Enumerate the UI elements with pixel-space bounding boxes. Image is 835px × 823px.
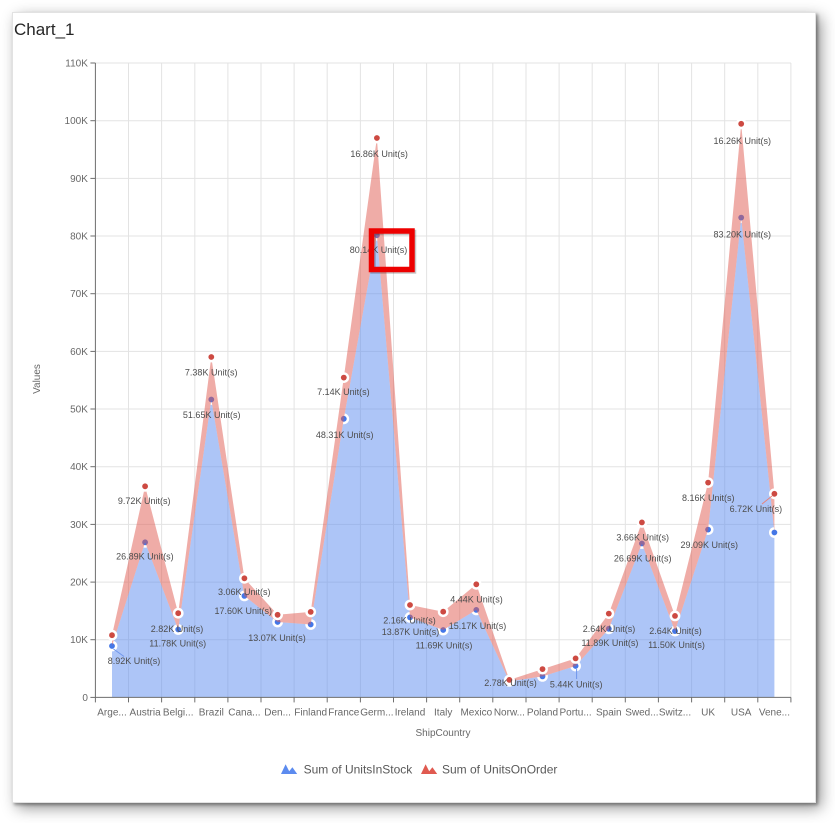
svg-text:10K: 10K (70, 635, 88, 646)
svg-text:Brazil: Brazil (199, 708, 224, 719)
svg-text:Spain: Spain (596, 708, 622, 719)
svg-text:USA: USA (731, 708, 752, 719)
svg-text:15.17K Unit(s): 15.17K Unit(s) (449, 621, 507, 631)
svg-text:29.09K Unit(s): 29.09K Unit(s) (681, 540, 739, 550)
svg-text:7.14K Unit(s): 7.14K Unit(s) (317, 387, 370, 397)
svg-text:0: 0 (82, 693, 88, 704)
svg-text:Belgi...: Belgi... (163, 708, 194, 719)
svg-text:Germ...: Germ... (360, 708, 393, 719)
svg-text:8.92K Unit(s): 8.92K Unit(s) (108, 656, 161, 666)
svg-text:80K: 80K (70, 231, 88, 242)
svg-text:17.60K Unit(s): 17.60K Unit(s) (215, 606, 273, 616)
svg-text:5.44K Unit(s): 5.44K Unit(s) (550, 679, 603, 689)
svg-text:ShipCountry: ShipCountry (415, 728, 470, 739)
svg-text:France: France (328, 708, 360, 719)
svg-text:11.50K Unit(s): 11.50K Unit(s) (648, 640, 705, 650)
svg-text:Cana...: Cana... (228, 708, 260, 719)
svg-text:70K: 70K (70, 289, 88, 300)
svg-text:Swed...: Swed... (625, 708, 658, 719)
svg-text:Ireland: Ireland (395, 708, 426, 719)
svg-text:Vene...: Vene... (759, 708, 790, 719)
svg-text:83.20K Unit(s): 83.20K Unit(s) (714, 229, 772, 239)
svg-text:26.89K Unit(s): 26.89K Unit(s) (116, 552, 174, 562)
svg-text:100K: 100K (65, 116, 89, 127)
svg-text:Values: Values (32, 364, 43, 394)
svg-text:60K: 60K (70, 347, 88, 358)
svg-text:90K: 90K (70, 174, 88, 185)
svg-text:110K: 110K (65, 58, 88, 69)
svg-text:Norw...: Norw... (494, 708, 525, 719)
svg-text:3.06K Unit(s): 3.06K Unit(s) (218, 587, 271, 597)
svg-text:48.31K Unit(s): 48.31K Unit(s) (316, 430, 374, 440)
svg-text:4.44K Unit(s): 4.44K Unit(s) (450, 595, 503, 605)
svg-text:2.16K Unit(s): 2.16K Unit(s) (383, 616, 436, 626)
svg-text:2.82K Unit(s): 2.82K Unit(s) (151, 624, 204, 634)
svg-text:Austria: Austria (130, 708, 162, 719)
svg-text:Mexico: Mexico (460, 708, 492, 719)
svg-text:Portu...: Portu... (559, 708, 591, 719)
svg-text:26.69K Unit(s): 26.69K Unit(s) (614, 553, 672, 563)
svg-text:Sum of UnitsInStock: Sum of UnitsInStock (304, 763, 414, 777)
svg-text:11.89K Unit(s): 11.89K Unit(s) (581, 638, 638, 648)
svg-text:2.64K Unit(s): 2.64K Unit(s) (649, 626, 702, 636)
svg-text:2.78K Unit(s): 2.78K Unit(s) (484, 678, 537, 688)
svg-text:13.87K Unit(s): 13.87K Unit(s) (382, 627, 440, 637)
svg-text:6.72K Unit(s): 6.72K Unit(s) (730, 504, 783, 514)
svg-text:2.64K Unit(s): 2.64K Unit(s) (583, 624, 636, 634)
svg-text:Sum of UnitsOnOrder: Sum of UnitsOnOrder (442, 763, 557, 777)
svg-text:16.26K Unit(s): 16.26K Unit(s) (714, 136, 772, 146)
svg-text:16.86K Unit(s): 16.86K Unit(s) (350, 149, 408, 159)
svg-text:20K: 20K (70, 578, 88, 589)
svg-text:40K: 40K (70, 462, 88, 473)
svg-text:80.14K Unit(s): 80.14K Unit(s) (350, 245, 408, 255)
svg-text:8.16K Unit(s): 8.16K Unit(s) (682, 493, 735, 503)
svg-text:Switz...: Switz... (659, 708, 691, 719)
svg-text:11.69K Unit(s): 11.69K Unit(s) (416, 641, 473, 651)
svg-text:Poland: Poland (527, 708, 558, 719)
svg-text:Den...: Den... (264, 708, 291, 719)
svg-text:Arge...: Arge... (97, 708, 126, 719)
svg-text:13.07K Unit(s): 13.07K Unit(s) (248, 633, 306, 643)
svg-text:9.72K Unit(s): 9.72K Unit(s) (118, 496, 171, 506)
svg-text:30K: 30K (70, 520, 88, 531)
svg-text:50K: 50K (70, 404, 88, 415)
svg-text:Italy: Italy (434, 708, 452, 719)
svg-text:11.78K Unit(s): 11.78K Unit(s) (149, 639, 206, 649)
svg-text:Finland: Finland (294, 708, 327, 719)
svg-text:7.38K Unit(s): 7.38K Unit(s) (185, 368, 238, 378)
svg-text:51.65K Unit(s): 51.65K Unit(s) (183, 410, 241, 420)
svg-text:3.66K Unit(s): 3.66K Unit(s) (616, 532, 669, 542)
svg-text:UK: UK (701, 708, 715, 719)
